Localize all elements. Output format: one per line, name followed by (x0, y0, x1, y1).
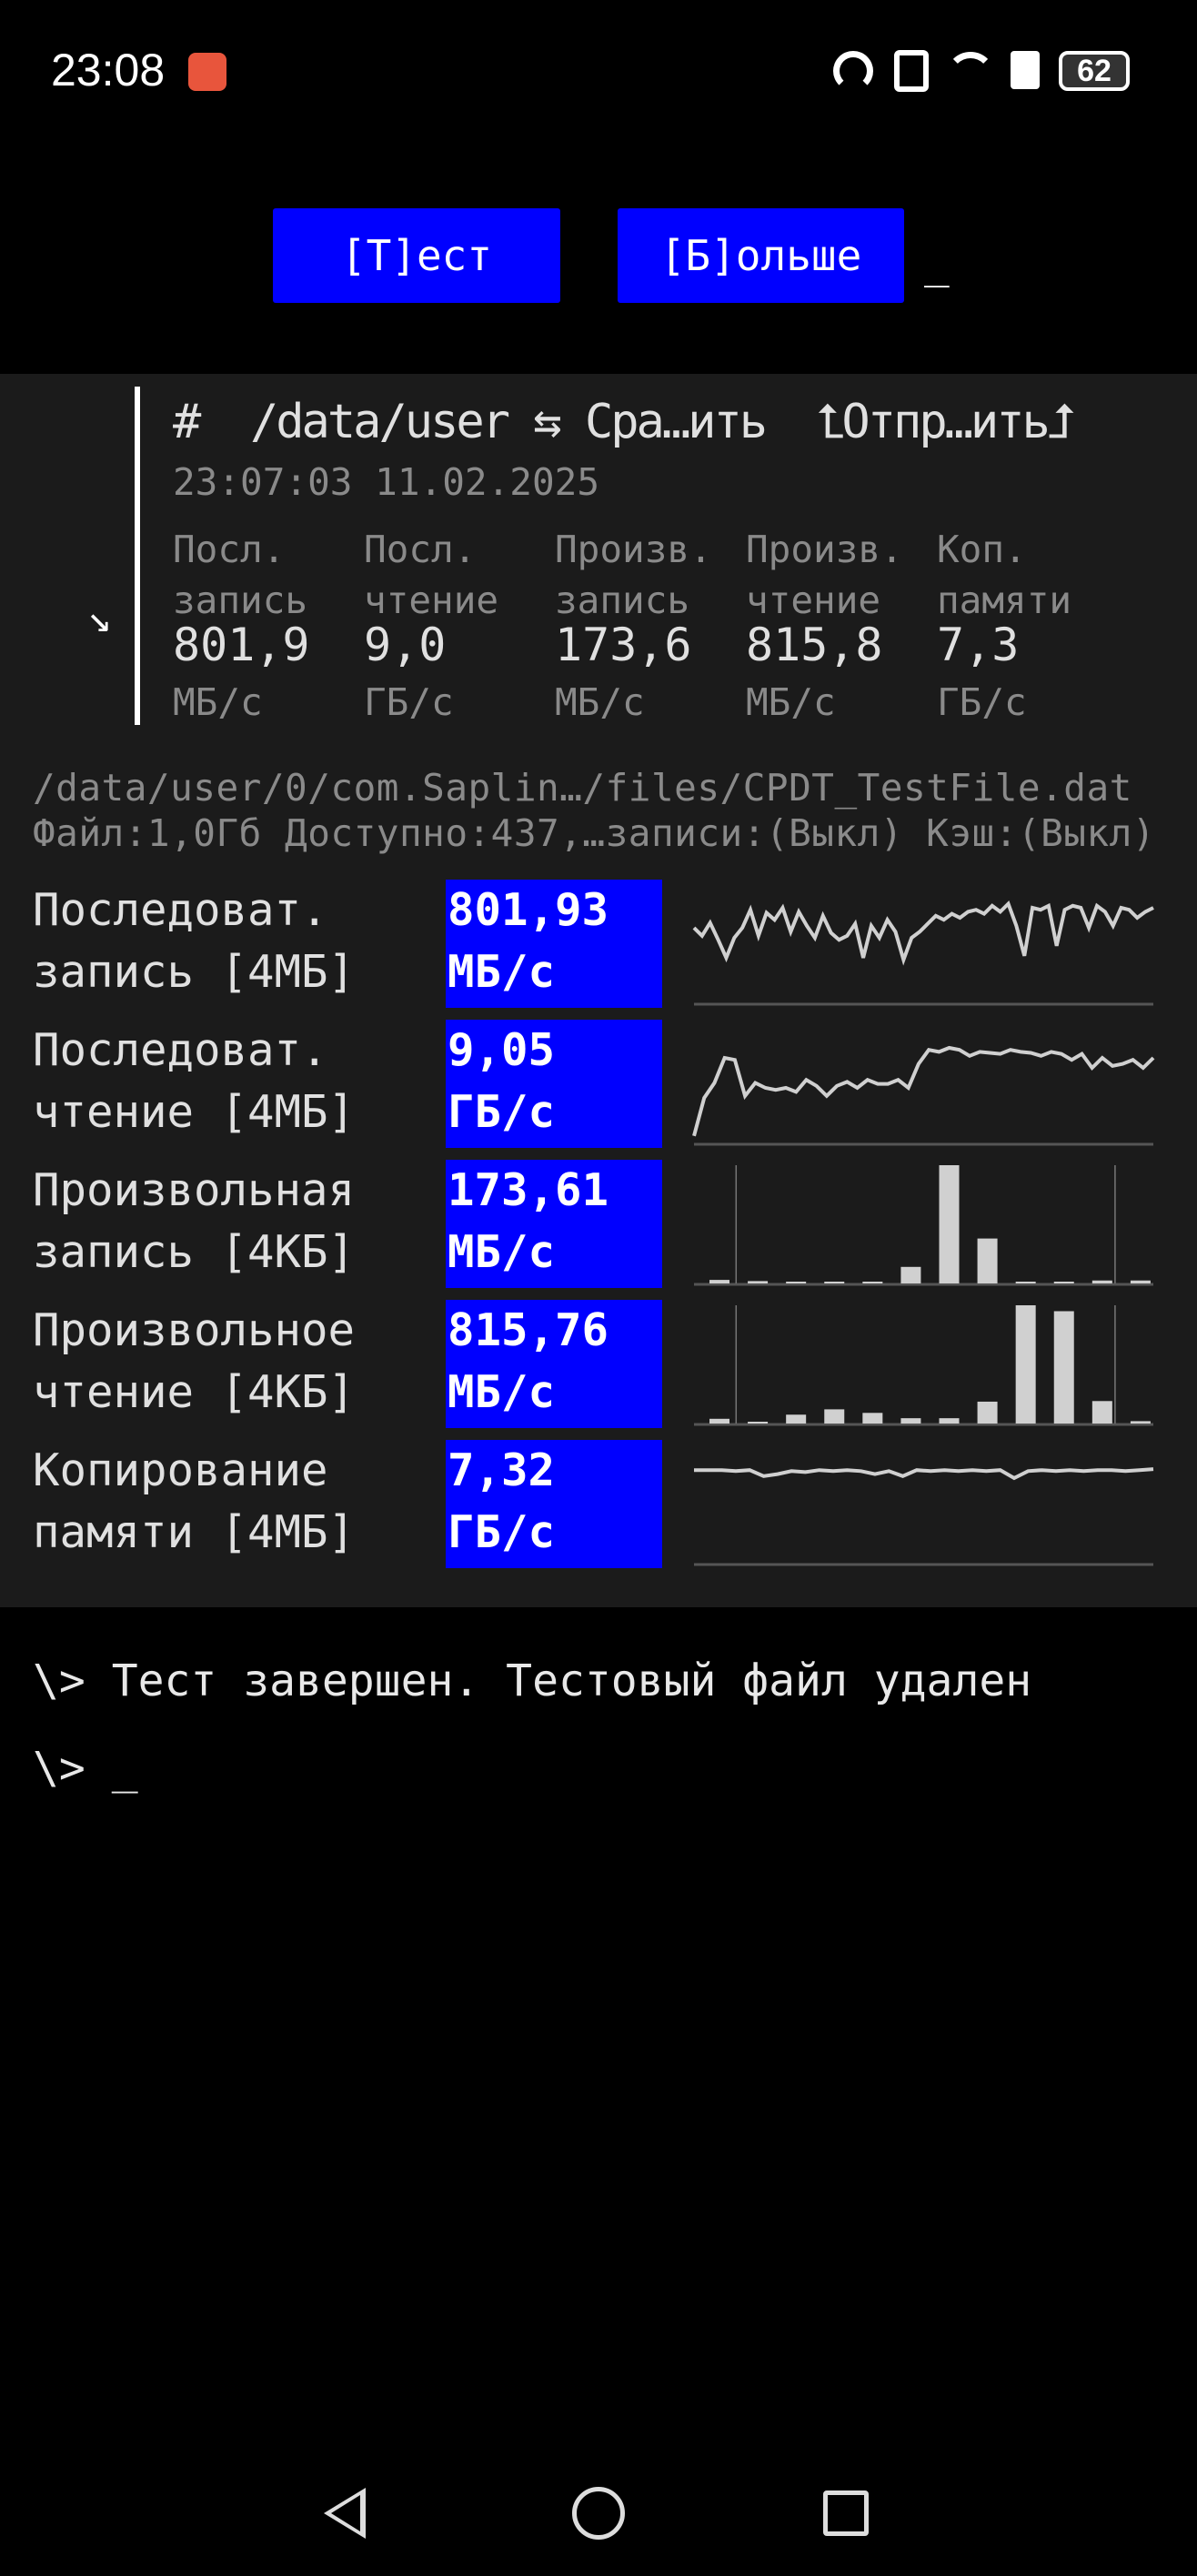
test-label: Последоват. запись [4МБ] (33, 884, 356, 998)
battery-alert-icon (188, 53, 226, 91)
histogram-bar (900, 1266, 921, 1283)
histogram-bar (939, 1418, 960, 1424)
back-icon-inner (331, 2495, 360, 2531)
chart-series-line (692, 1045, 1155, 1137)
result-header: # /data/user ⇆ Сра…ить ⮤Отпр…ить⮥ (173, 395, 1076, 450)
test-label: Копирование памяти [4МБ] (33, 1444, 356, 1558)
stat-label: Произв. чтение (746, 528, 903, 622)
file-path: /data/user/0/com.Saplin…/files/CPDT_Test… (33, 766, 1132, 810)
histogram-bar (1053, 1282, 1074, 1283)
histogram-bar (939, 1165, 960, 1283)
stat-value: 7,3 (937, 619, 1020, 671)
test-label: Произвольное чтение [4КБ] (33, 1304, 356, 1418)
result-path: /data/user (249, 395, 510, 449)
test-result: 9,05 ГБ/с (446, 1020, 662, 1148)
expand-arrow-icon[interactable]: ↘ (87, 595, 112, 641)
histogram-bar (1130, 1280, 1151, 1283)
test-button[interactable]: [Т]ест (273, 208, 560, 303)
more-button[interactable]: [Б]ольше (618, 208, 904, 303)
home-icon[interactable] (572, 2487, 625, 2540)
histogram-bar (1091, 1401, 1112, 1424)
battery-icon: 62 (1059, 51, 1130, 91)
hash-icon: # (173, 395, 201, 449)
histogram-bar (709, 1418, 729, 1424)
histogram-bar (1053, 1311, 1074, 1424)
test-result: 7,32 ГБ/с (446, 1440, 662, 1568)
battery-level: 62 (1077, 54, 1112, 88)
sim-alert-icon (1011, 51, 1040, 89)
chart-series-line (692, 900, 1154, 966)
clock: 23:08 (51, 45, 166, 96)
histogram-bar (824, 1409, 845, 1424)
chart-series-line (694, 1467, 1154, 1481)
file-info: Файл:1,0Гб Доступно:437,…записи:(Выкл) К… (33, 811, 1156, 855)
result-divider (135, 387, 140, 725)
histogram-bar (1015, 1282, 1036, 1283)
wifi-icon (946, 52, 995, 101)
stat-value: 815,8 (746, 619, 883, 671)
recents-icon[interactable] (823, 2490, 869, 2536)
stat-unit: ГБ/с (937, 680, 1027, 724)
compare-button[interactable]: ⇆ Сра…ить (533, 395, 768, 449)
test-result: 801,93 МБ/с (446, 880, 662, 1008)
speedometer-icon (833, 51, 873, 91)
test-result: 815,76 МБ/с (446, 1300, 662, 1428)
stat-value: 801,9 (173, 619, 310, 671)
stat-value: 9,0 (364, 619, 447, 671)
histogram-bar (900, 1418, 921, 1424)
stat-label: Посл. чтение (364, 528, 499, 622)
test-result: 173,61 МБ/с (446, 1160, 662, 1288)
histogram-bar (862, 1413, 883, 1424)
result-timestamp: 23:07:03 11.02.2025 (173, 460, 599, 504)
stat-unit: ГБ/с (364, 680, 454, 724)
histogram-bar (748, 1422, 769, 1424)
stat-unit: МБ/с (555, 680, 645, 724)
histogram-bar (1130, 1421, 1151, 1424)
nfc-icon (894, 50, 929, 92)
cursor: _ (924, 238, 950, 287)
histogram-bar (977, 1238, 998, 1283)
stat-label: Коп. памяти (937, 528, 1072, 622)
stat-label: Произв. запись (555, 528, 712, 622)
terminal-prompt[interactable]: \> _ (33, 1743, 138, 1794)
histogram-bar (748, 1281, 769, 1283)
histogram-bar (824, 1282, 845, 1283)
test-label: Произвольная запись [4КБ] (33, 1164, 356, 1278)
histogram-bar (709, 1280, 729, 1283)
test-label: Последоват. чтение [4МБ] (33, 1024, 356, 1138)
charts (692, 900, 1155, 1566)
histogram-bar (786, 1282, 807, 1283)
terminal-line: \> Тест завершен. Тестовый файл удален (33, 1655, 1032, 1706)
histogram-bar (1091, 1280, 1112, 1283)
histogram-bar (977, 1401, 998, 1424)
histogram-bar (862, 1282, 883, 1283)
stat-unit: МБ/с (173, 680, 263, 724)
stat-value: 173,6 (555, 619, 692, 671)
histogram-bar (1015, 1305, 1036, 1424)
histogram-bar (786, 1414, 807, 1424)
send-button[interactable]: ⮤Отпр…ить⮥ (816, 395, 1076, 449)
stat-unit: МБ/с (746, 680, 836, 724)
stat-label: Посл. запись (173, 528, 308, 622)
